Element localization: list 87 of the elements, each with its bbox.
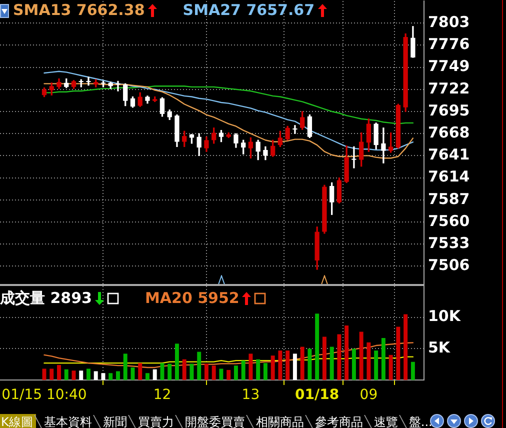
text: 買賣力: [130, 414, 177, 428]
bar: [174, 344, 179, 380]
text: 成交量 2893: [0, 289, 92, 307]
bar: [160, 363, 164, 380]
bar: [152, 369, 157, 380]
y-tick-label: 7776: [428, 35, 470, 54]
bar: [190, 364, 194, 380]
bar: [366, 342, 371, 380]
text: MA20 5952: [144, 289, 240, 307]
y-tick-label: 7533: [428, 234, 470, 252]
bar: [344, 325, 349, 380]
bar: [322, 336, 326, 380]
bar: [300, 346, 304, 380]
bar: [396, 326, 400, 380]
bar: [145, 373, 150, 380]
bar: [248, 354, 253, 380]
x-tick-label: 01/15 10:40: [2, 387, 87, 403]
y-tick-label: 7587: [428, 190, 470, 208]
y-tick-label: 7668: [428, 123, 470, 142]
bar: [352, 348, 356, 380]
bar: [315, 314, 320, 380]
text: 盤...: [400, 414, 436, 428]
bar: [292, 354, 297, 380]
candlestick: [292, 125, 298, 134]
bar: [226, 370, 231, 380]
bar: [388, 354, 393, 380]
x-tick-label: 13: [242, 387, 260, 403]
bar: [101, 373, 106, 380]
y-tick-label: 7695: [428, 101, 470, 120]
bar: [286, 350, 290, 380]
bar: [64, 369, 68, 380]
text: 相關商品: [248, 414, 307, 428]
text: 速覽: [366, 414, 401, 428]
y-tick-label: 7749: [428, 57, 470, 76]
bar: [381, 338, 386, 380]
bar: [308, 348, 312, 380]
x-tick-label: 09: [360, 387, 378, 403]
text: SMA27 7657.67: [182, 1, 315, 19]
bar: [212, 366, 216, 380]
bar: [130, 367, 135, 380]
bar: [86, 368, 90, 380]
bar: [278, 350, 282, 380]
bar: [337, 334, 342, 380]
candlestick: [381, 128, 386, 164]
candlestick: [352, 146, 356, 168]
bar: [57, 364, 61, 380]
bar: [123, 354, 128, 380]
bar: [197, 352, 202, 380]
bar: [182, 359, 186, 380]
x-tick-label: 01/18: [295, 387, 340, 403]
x-tick-label: 12: [153, 387, 172, 403]
bar: [234, 366, 238, 380]
bar: [359, 332, 364, 380]
bar: [374, 350, 378, 380]
y-tick-label: 10K: [428, 307, 462, 326]
bar: [241, 360, 246, 380]
bar: [79, 370, 84, 380]
text: K線圖: [0, 414, 36, 428]
text: 新聞: [94, 414, 130, 428]
text: 開盤委買賣: [176, 414, 248, 428]
text: SMA13 7662.38: [13, 1, 145, 19]
bar: [50, 368, 54, 380]
bar: [72, 370, 76, 380]
text: 基本資料: [36, 414, 95, 428]
y-tick-label: 5K: [428, 338, 452, 357]
candlestick: [116, 80, 120, 92]
candlestick: [86, 76, 91, 86]
y-tick-label: 7722: [428, 79, 470, 98]
bar: [108, 373, 113, 380]
bar: [168, 364, 172, 380]
y-tick-label: 7560: [428, 212, 470, 230]
bar: [410, 362, 415, 380]
bar: [204, 364, 208, 380]
y-tick-label: 7641: [428, 146, 470, 164]
bar: [219, 368, 224, 380]
bar: [94, 371, 98, 380]
bar: [330, 346, 334, 380]
bar: [263, 363, 268, 380]
bar: [270, 356, 275, 380]
y-tick-label: 7506: [428, 256, 470, 274]
y-tick-label: 7803: [428, 12, 470, 31]
y-tick-label: 7614: [428, 168, 470, 186]
bar: [138, 363, 142, 380]
bar: [256, 359, 260, 380]
bar: [404, 314, 408, 380]
text: 參考商品: [306, 414, 366, 428]
bar: [116, 371, 120, 380]
